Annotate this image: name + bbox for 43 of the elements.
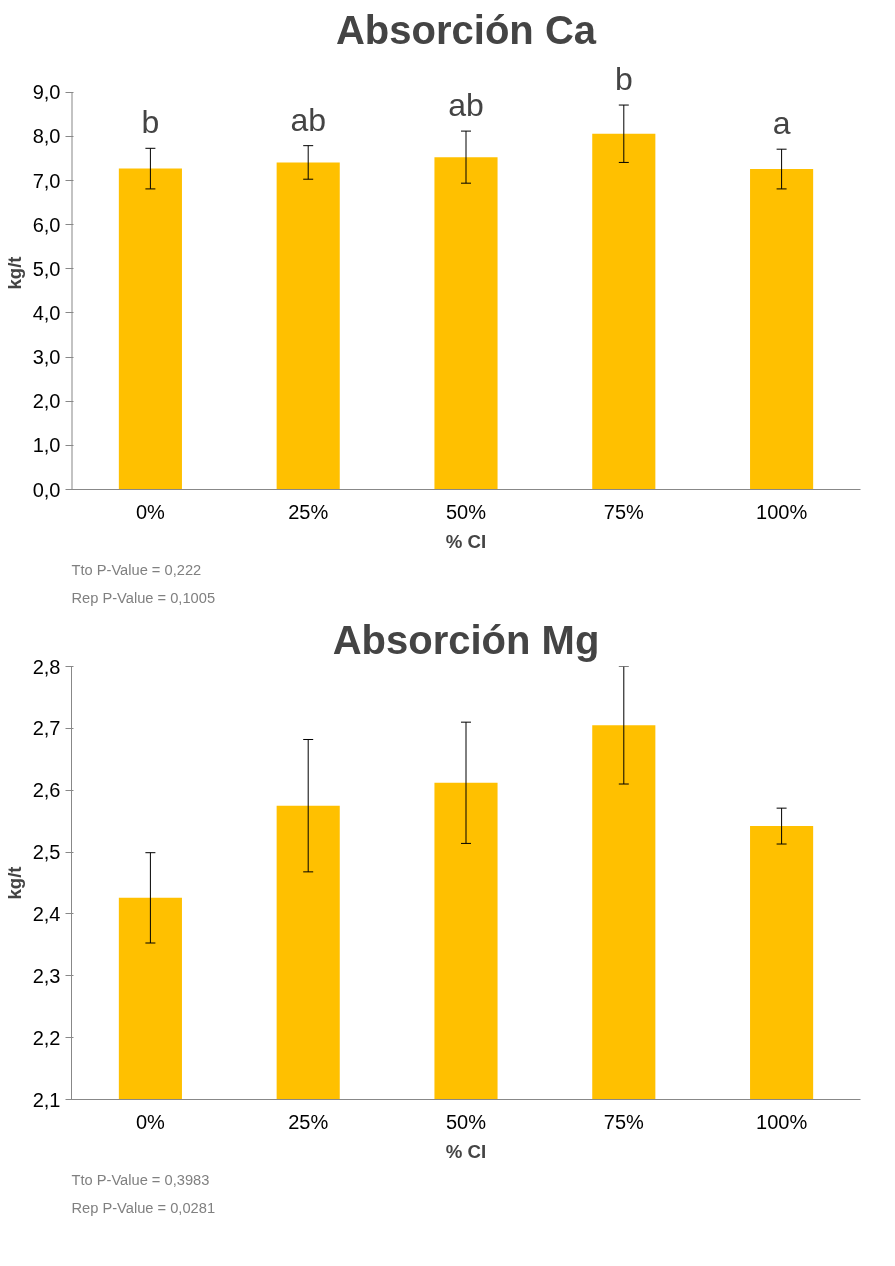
x-axis-title: % CI — [445, 530, 487, 552]
y-tick-label: 6,0 — [32, 213, 61, 236]
x-tick-label: 25% — [288, 1110, 329, 1133]
x-tick-label: 0% — [135, 500, 166, 523]
x-tick-label: 25% — [288, 500, 329, 523]
y-tick-label: 3,0 — [32, 346, 61, 369]
y-tick-label: 2,2 — [32, 1026, 61, 1049]
annotation: a — [772, 105, 791, 142]
y-axis-title: kg/t — [3, 256, 25, 290]
x-tick-label: 100% — [756, 1110, 808, 1133]
y-tick-label: 2,5 — [32, 841, 61, 864]
annotation: ab — [448, 87, 484, 124]
y-tick-label: 2,0 — [32, 390, 61, 413]
x-axis-title: % CI — [445, 1140, 487, 1162]
x-tick-label: 50% — [445, 500, 487, 523]
y-tick-label: 8,0 — [32, 125, 61, 148]
text: Tto P-Value = 0,222 — [71, 561, 202, 578]
x-tick-label: 50% — [445, 1110, 487, 1133]
y-tick-label: 7,0 — [32, 169, 61, 192]
x-tick-label: 100% — [756, 500, 808, 523]
chart-title: Absorción Ca — [335, 7, 597, 52]
chart-title: Absorción Mg — [332, 617, 600, 662]
text: Rep P-Value = 0,0281 — [71, 1199, 216, 1216]
y-tick-label: 4,0 — [32, 301, 61, 324]
annotation: b — [614, 61, 633, 98]
y-tick-label: 1,0 — [32, 434, 61, 457]
y-tick-label: 2,6 — [32, 779, 61, 802]
annotation: ab — [290, 101, 326, 138]
annotation: b — [141, 104, 160, 141]
x-tick-label: 75% — [603, 500, 645, 523]
y-tick-label: 9,0 — [32, 81, 61, 104]
x-tick-label: 75% — [603, 1110, 645, 1133]
text: Rep P-Value = 0,1005 — [71, 589, 216, 606]
y-tick-label: 2,1 — [32, 1088, 61, 1111]
y-tick-label: 2,4 — [32, 902, 61, 925]
x-tick-label: 0% — [135, 1110, 166, 1133]
text: Tto P-Value = 0,3983 — [71, 1171, 210, 1188]
y-tick-label: 0,0 — [32, 478, 61, 501]
y-tick-label: 5,0 — [32, 257, 61, 280]
y-axis-title: kg/t — [3, 866, 25, 900]
y-tick-label: 2,3 — [32, 964, 61, 987]
y-tick-label: 2,7 — [32, 717, 61, 740]
y-tick-label: 2,8 — [32, 655, 61, 678]
